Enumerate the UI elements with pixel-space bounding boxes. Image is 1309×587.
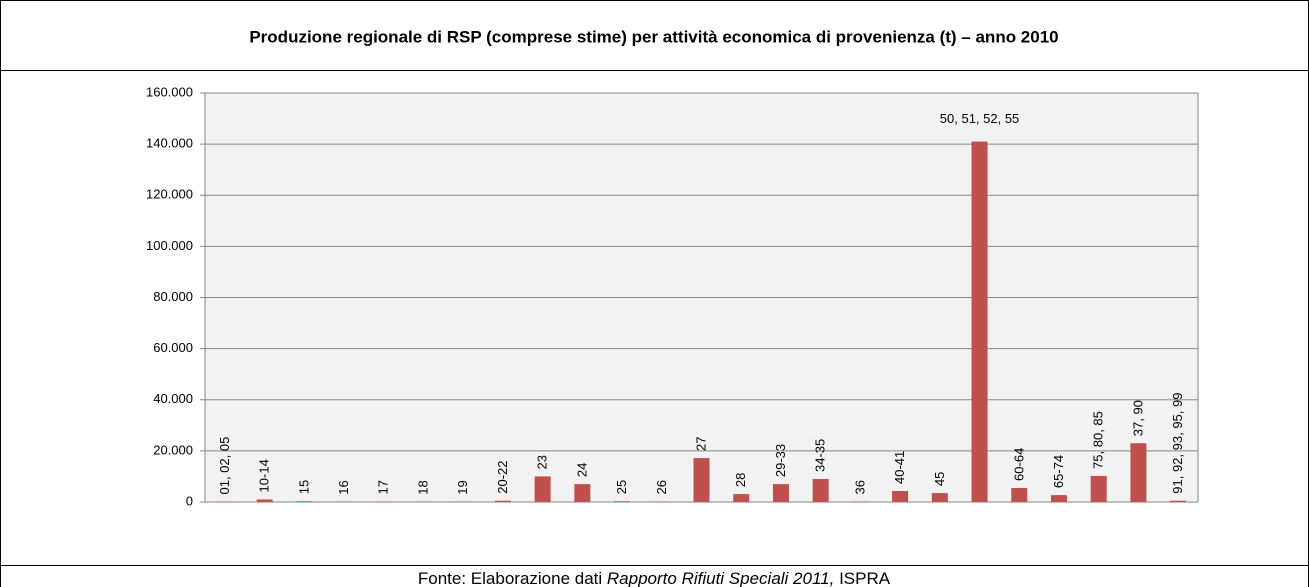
bar bbox=[1130, 443, 1147, 502]
category-label: 34-35 bbox=[813, 439, 828, 472]
y-tick-label: 40.000 bbox=[153, 391, 193, 406]
category-label: 20-22 bbox=[495, 460, 510, 493]
bar bbox=[256, 499, 273, 502]
category-label: 27 bbox=[694, 437, 709, 451]
footer-prefix: Fonte: Elaborazione dati bbox=[418, 569, 607, 587]
category-label: 36 bbox=[852, 480, 867, 494]
category-label: 16 bbox=[336, 480, 351, 494]
category-label: 75, 80, 85 bbox=[1091, 411, 1106, 469]
y-tick-label: 20.000 bbox=[153, 442, 193, 457]
bar bbox=[296, 501, 313, 502]
bar bbox=[931, 493, 948, 502]
category-label: 40-41 bbox=[892, 451, 907, 484]
bar bbox=[614, 501, 631, 502]
category-label: 45 bbox=[932, 472, 947, 486]
y-tick-label: 60.000 bbox=[153, 340, 193, 355]
bar bbox=[534, 476, 551, 502]
category-label: 65-74 bbox=[1051, 455, 1066, 488]
category-label: 10-14 bbox=[257, 459, 272, 492]
bar bbox=[1050, 495, 1067, 502]
bar bbox=[1090, 475, 1107, 502]
bar bbox=[772, 484, 789, 502]
bar bbox=[216, 501, 233, 502]
footer-italic: Rapporto Rifiuti Speciali 2011, bbox=[607, 569, 834, 587]
y-tick-label: 140.000 bbox=[146, 136, 193, 151]
bar bbox=[812, 478, 829, 502]
category-label: 17 bbox=[376, 480, 391, 494]
bar bbox=[892, 491, 909, 502]
bar bbox=[733, 494, 750, 502]
bar bbox=[971, 141, 988, 502]
bar bbox=[852, 501, 869, 502]
category-label: 23 bbox=[535, 455, 550, 469]
bar bbox=[693, 458, 710, 502]
category-label: 28 bbox=[733, 473, 748, 487]
footer-suffix: ISPRA bbox=[834, 569, 890, 587]
y-tick-label: 0 bbox=[186, 493, 193, 508]
category-label: 24 bbox=[574, 463, 589, 477]
category-label: 19 bbox=[455, 480, 470, 494]
category-label: 26 bbox=[654, 480, 669, 494]
bar bbox=[375, 501, 392, 502]
y-tick-label: 80.000 bbox=[153, 289, 193, 304]
category-label: 25 bbox=[614, 480, 629, 494]
category-label: 50, 51, 52, 55 bbox=[940, 111, 1020, 126]
bar bbox=[1170, 500, 1187, 502]
category-label: 29-33 bbox=[773, 444, 788, 477]
y-tick-label: 100.000 bbox=[146, 238, 193, 253]
y-tick-label: 160.000 bbox=[146, 84, 193, 99]
footer: Fonte: Elaborazione dati Rapporto Rifiut… bbox=[418, 569, 891, 587]
y-tick-label: 120.000 bbox=[146, 187, 193, 202]
bar bbox=[574, 484, 591, 502]
category-label: 91, 92, 93, 95, 99 bbox=[1170, 393, 1185, 494]
bar bbox=[494, 500, 511, 502]
category-label: 60-64 bbox=[1011, 448, 1026, 481]
chart-title: Produzione regionale di RSP (comprese st… bbox=[249, 27, 1058, 46]
bar bbox=[1011, 487, 1028, 502]
category-label: 01, 02, 05 bbox=[217, 437, 232, 495]
category-label: 37, 90 bbox=[1130, 400, 1145, 436]
category-label: 18 bbox=[415, 480, 430, 494]
bar bbox=[653, 501, 670, 502]
category-label: 15 bbox=[296, 480, 311, 494]
